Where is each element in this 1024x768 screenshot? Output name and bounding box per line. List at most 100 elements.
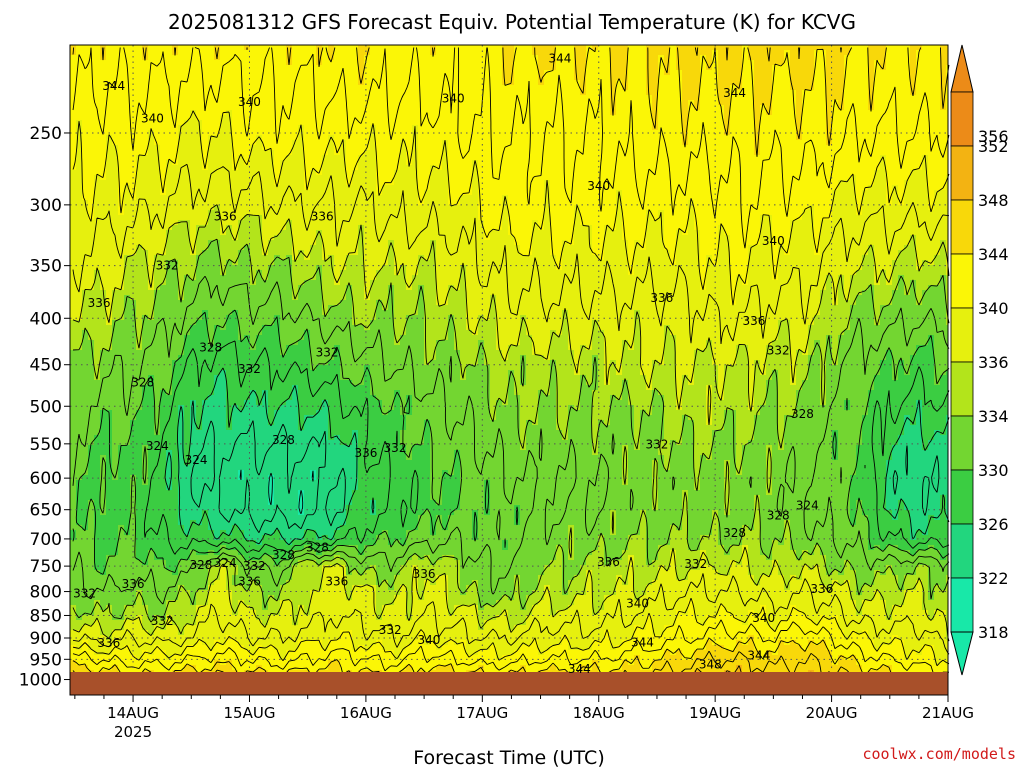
- field-cell: [934, 150, 941, 156]
- field-cell: [466, 50, 473, 56]
- field-cell: [688, 90, 695, 96]
- field-cell: [88, 65, 95, 71]
- field-cell: [460, 135, 467, 141]
- field-cell: [166, 75, 173, 81]
- field-cell: [820, 60, 827, 66]
- field-cell: [538, 185, 545, 191]
- field-cell: [124, 150, 131, 156]
- field-cell: [820, 185, 827, 191]
- field-cell: [148, 140, 155, 146]
- field-cell: [868, 125, 875, 131]
- field-cell: [526, 75, 533, 81]
- field-cell: [724, 95, 731, 101]
- field-cell: [202, 90, 209, 96]
- field-cell: [820, 65, 827, 71]
- field-cell: [352, 110, 359, 116]
- field-cell: [628, 165, 635, 171]
- field-cell: [94, 65, 101, 71]
- field-cell: [832, 45, 839, 51]
- field-cell: [376, 210, 383, 216]
- field-cell: [610, 205, 617, 211]
- theta-e-field: [70, 45, 949, 673]
- field-cell: [892, 50, 899, 56]
- field-cell: [742, 55, 749, 61]
- field-cell: [880, 105, 887, 111]
- field-cell: [334, 145, 341, 151]
- field-cell: [520, 75, 527, 81]
- field-cell: [688, 180, 695, 186]
- field-cell: [802, 125, 809, 131]
- field-cell: [754, 110, 761, 116]
- field-cell: [568, 150, 575, 156]
- field-cell: [616, 195, 623, 201]
- field-cell: [562, 210, 569, 216]
- field-cell: [472, 110, 479, 116]
- field-cell: [622, 95, 629, 101]
- field-cell: [82, 115, 89, 121]
- field-cell: [784, 105, 791, 111]
- field-cell: [286, 80, 293, 86]
- field-cell: [766, 160, 773, 166]
- field-cell: [256, 80, 263, 86]
- field-cell: [664, 50, 671, 56]
- field-cell: [232, 60, 239, 66]
- field-cell: [532, 105, 539, 111]
- field-cell: [148, 95, 155, 101]
- field-cell: [166, 155, 173, 161]
- field-cell: [694, 95, 701, 101]
- field-cell: [490, 180, 497, 186]
- field-cell: [880, 90, 887, 96]
- field-cell: [100, 140, 107, 146]
- field-cell: [466, 125, 473, 131]
- field-cell: [418, 180, 425, 186]
- field-cell: [886, 85, 893, 91]
- field-cell: [418, 130, 425, 136]
- field-cell: [340, 60, 347, 66]
- field-cell: [754, 65, 761, 71]
- field-cell: [676, 120, 683, 126]
- field-cell: [712, 80, 719, 86]
- field-cell: [310, 120, 317, 126]
- field-cell: [718, 75, 725, 81]
- field-cell: [550, 60, 557, 66]
- field-cell: [748, 85, 755, 91]
- field-cell: [382, 105, 389, 111]
- field-cell: [292, 135, 299, 141]
- field-cell: [184, 210, 191, 216]
- field-cell: [628, 205, 635, 211]
- field-cell: [856, 85, 863, 91]
- field-cell: [232, 80, 239, 86]
- field-cell: [400, 130, 407, 136]
- field-cell: [316, 125, 323, 131]
- field-cell: [520, 180, 527, 186]
- field-cell: [214, 110, 221, 116]
- field-cell: [118, 160, 125, 166]
- field-cell: [862, 75, 869, 81]
- field-cell: [514, 125, 521, 131]
- field-cell: [706, 205, 713, 211]
- field-cell: [790, 115, 797, 121]
- field-cell: [634, 80, 641, 86]
- field-cell: [592, 195, 599, 201]
- field-cell: [646, 55, 653, 61]
- field-cell: [238, 150, 245, 156]
- field-cell: [424, 130, 431, 136]
- field-cell: [850, 150, 857, 156]
- field-cell: [922, 105, 929, 111]
- field-cell: [532, 145, 539, 151]
- field-cell: [346, 170, 353, 176]
- field-cell: [586, 210, 593, 216]
- field-cell: [928, 70, 935, 76]
- field-cell: [856, 120, 863, 126]
- field-cell: [130, 85, 137, 91]
- field-cell: [646, 200, 653, 206]
- field-cell: [322, 120, 329, 126]
- field-cell: [754, 165, 761, 171]
- field-cell: [286, 70, 293, 76]
- field-cell: [628, 175, 635, 181]
- field-cell: [106, 205, 113, 211]
- field-cell: [724, 110, 731, 116]
- field-cell: [280, 145, 287, 151]
- field-cell: [106, 70, 113, 76]
- field-cell: [250, 155, 257, 161]
